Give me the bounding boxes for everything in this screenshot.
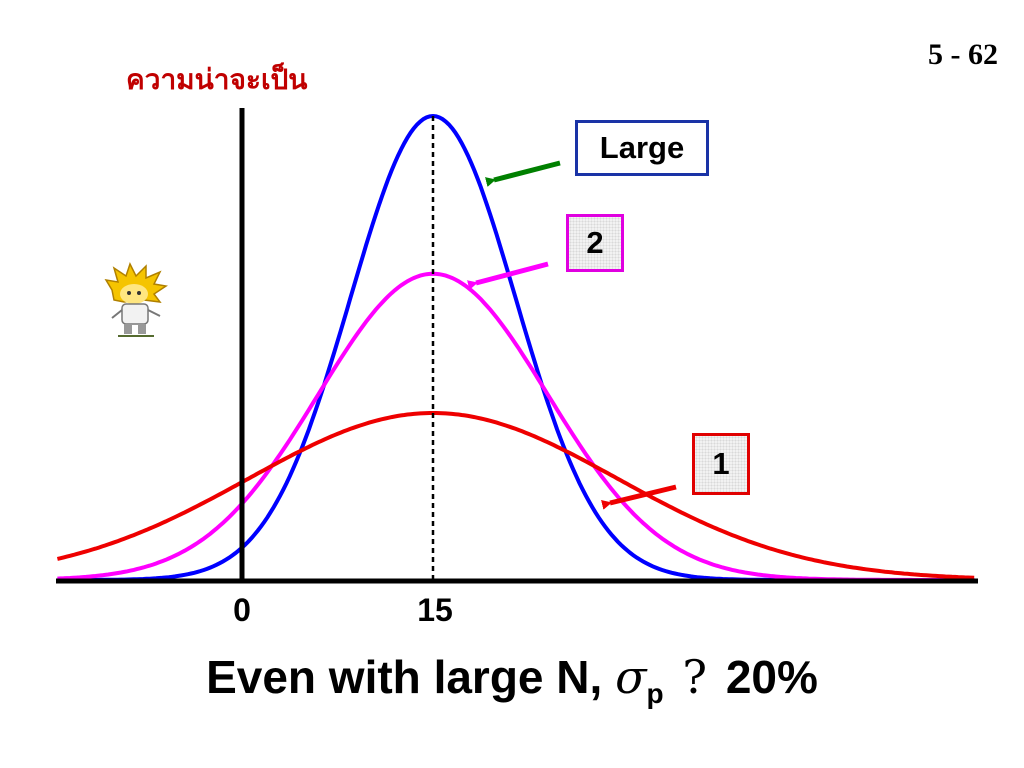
- sigma-symbol: σ: [615, 650, 647, 704]
- arrow-2: [466, 261, 549, 290]
- y-axis-label: ความน่าจะเป็น: [126, 63, 308, 96]
- legend-box-large: Large: [575, 120, 709, 176]
- caption: Even with large N, σp ? 20%: [0, 650, 1024, 710]
- curve-series-1: [56, 411, 975, 580]
- legend-box-2: 2: [566, 214, 624, 272]
- legend-box-1: 1: [692, 433, 750, 495]
- arrow-1: [601, 484, 677, 510]
- cartoon-character-icon: [104, 262, 168, 337]
- caption-value: 20%: [725, 651, 818, 703]
- x-tick-label-0: 0: [233, 592, 251, 628]
- arrow-large: [485, 160, 561, 187]
- x-tick-label-15: 15: [417, 592, 453, 628]
- sigma-subscript: p: [646, 678, 664, 709]
- slide-number: 5 - 62: [928, 38, 998, 71]
- curve-series-large: [57, 113, 975, 582]
- caption-prefix: Even with large N,: [206, 651, 603, 703]
- caption-relation: ?: [682, 650, 708, 704]
